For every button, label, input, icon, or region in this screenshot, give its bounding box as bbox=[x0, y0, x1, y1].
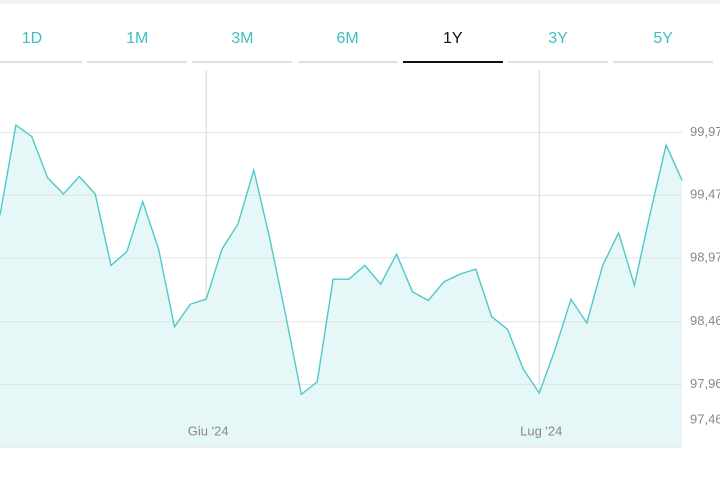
top-band bbox=[0, 0, 720, 4]
y-tick-label: 99,47 bbox=[690, 187, 720, 202]
range-tab[interactable]: 1D bbox=[0, 30, 82, 63]
x-tick-label: Lug '24 bbox=[520, 423, 562, 438]
range-tab[interactable]: 3Y bbox=[508, 30, 608, 63]
y-tick-label: 98,46 bbox=[690, 313, 720, 328]
y-tick-label: 97,46 bbox=[690, 411, 720, 426]
area bbox=[0, 125, 682, 447]
line bbox=[0, 123, 683, 396]
x-tick-label: Giu '24 bbox=[188, 423, 229, 438]
y-tick-label: 98,97 bbox=[690, 249, 720, 264]
range-tab[interactable]: 6M bbox=[297, 30, 398, 63]
range-tab[interactable]: 3M bbox=[192, 30, 293, 63]
range-tab[interactable]: 1Y bbox=[402, 30, 503, 63]
y-tick-label: 99,97 bbox=[690, 124, 720, 139]
y-tick-label: 97,96 bbox=[690, 376, 720, 391]
range-tab[interactable]: 1M bbox=[87, 30, 188, 63]
range-tab[interactable]: 5Y bbox=[613, 30, 714, 63]
